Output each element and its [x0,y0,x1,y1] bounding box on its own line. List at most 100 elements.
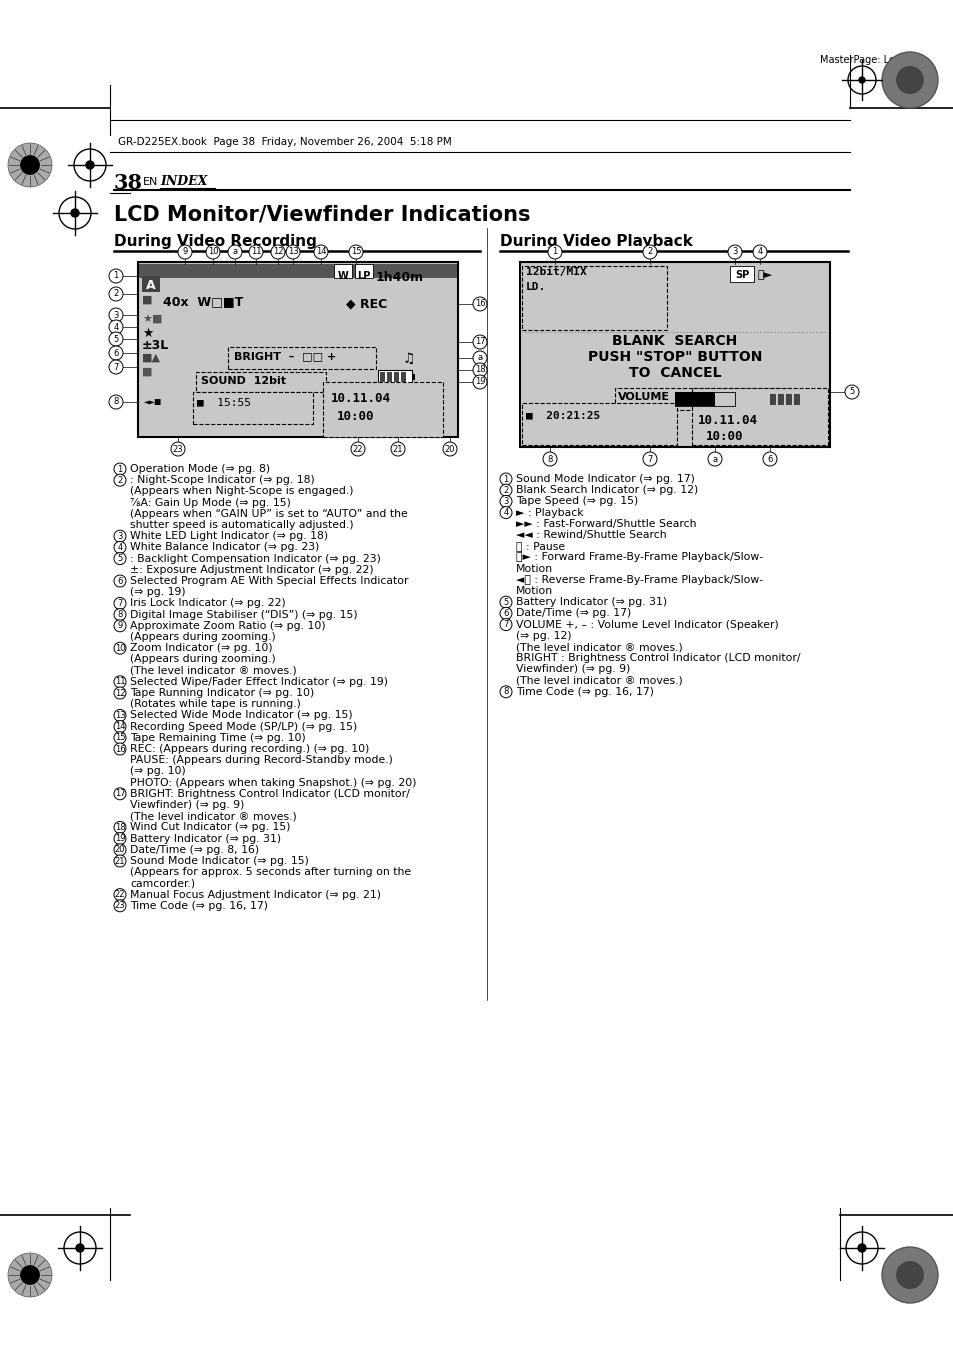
Text: 1: 1 [117,465,123,473]
Circle shape [109,346,123,359]
Text: BRIGHT  –  □□ +: BRIGHT – □□ + [233,351,335,361]
Text: Recording Speed Mode (SP/LP) (⇒ pg. 15): Recording Speed Mode (SP/LP) (⇒ pg. 15) [130,721,356,732]
Text: ⏭► : Forward Frame-By-Frame Playback/Slow-: ⏭► : Forward Frame-By-Frame Playback/Slo… [516,553,762,562]
Bar [615,388,789,409]
Circle shape [752,245,766,259]
Circle shape [391,442,405,457]
Circle shape [642,245,657,259]
Text: 3: 3 [113,311,118,319]
Bar [193,392,313,424]
Text: 5: 5 [848,388,854,396]
Circle shape [20,155,40,174]
Text: 2: 2 [647,247,652,257]
Text: SP: SP [734,270,748,280]
Text: PAUSE: (Appears during Record-Standby mode.): PAUSE: (Appears during Record-Standby mo… [130,755,393,765]
Text: (⇒ pg. 12): (⇒ pg. 12) [516,631,571,640]
Text: 2: 2 [113,289,118,299]
Text: W: W [337,272,348,281]
Text: 5: 5 [113,335,118,343]
Text: 2: 2 [117,476,123,485]
Text: Motion: Motion [516,586,553,596]
Text: VOLUME +, – : Volume Level Indicator (Speaker): VOLUME +, – : Volume Level Indicator (Sp… [516,620,778,630]
Circle shape [113,474,126,486]
Text: Approximate Zoom Ratio (⇒ pg. 10): Approximate Zoom Ratio (⇒ pg. 10) [130,621,325,631]
Text: 14: 14 [315,247,326,257]
Text: 10.11.04: 10.11.04 [698,413,758,427]
Text: Tape Speed (⇒ pg. 15): Tape Speed (⇒ pg. 15) [516,496,638,507]
Text: PUSH "STOP" BUTTON: PUSH "STOP" BUTTON [587,350,761,363]
Text: 9: 9 [182,247,188,257]
Text: ■: ■ [142,367,152,377]
Circle shape [113,720,126,732]
Text: 5: 5 [117,554,123,563]
Text: 38: 38 [113,173,143,193]
Circle shape [113,821,126,834]
Text: ■: ■ [142,295,152,305]
Circle shape [113,855,126,867]
Text: (⇒ pg. 19): (⇒ pg. 19) [130,588,186,597]
Text: 7: 7 [647,454,652,463]
Text: (Appears during zooming.): (Appears during zooming.) [130,654,275,665]
Text: ■  15:55: ■ 15:55 [196,397,251,407]
Bar [521,266,666,330]
Text: 12: 12 [114,689,125,697]
Text: LCD Monitor/Viewfinder Indications: LCD Monitor/Viewfinder Indications [113,205,530,226]
Text: Digital Image Stabiliser (“DIS”) (⇒ pg. 15): Digital Image Stabiliser (“DIS”) (⇒ pg. … [130,609,357,620]
Circle shape [113,832,126,844]
Text: 12: 12 [273,247,283,257]
Circle shape [86,161,94,169]
Text: 10: 10 [114,643,125,653]
Circle shape [113,732,126,744]
Bar [675,392,734,407]
Bar [729,266,753,282]
Text: 16: 16 [475,300,485,308]
Circle shape [113,889,126,901]
Circle shape [895,1260,923,1289]
Bar [142,276,160,292]
Text: EN: EN [143,177,158,186]
Circle shape [113,553,126,565]
Text: ■▲: ■▲ [142,353,161,363]
Text: 22: 22 [353,444,363,454]
Bar [521,403,677,444]
Text: ◄⏮ : Reverse Frame-By-Frame Playback/Slow-: ◄⏮ : Reverse Frame-By-Frame Playback/Slo… [516,574,762,585]
Text: During Video Playback: During Video Playback [499,234,692,249]
Text: GR-D225EX.book  Page 38  Friday, November 26, 2004  5:18 PM: GR-D225EX.book Page 38 Friday, November … [118,136,452,147]
Circle shape [271,245,285,259]
Bar [387,372,392,382]
Circle shape [109,269,123,282]
Text: 18: 18 [475,366,485,374]
Bar [412,374,415,380]
Circle shape [113,676,126,688]
Circle shape [109,394,123,409]
Text: 21: 21 [393,444,403,454]
Bar [377,370,412,384]
Text: BRIGHT: Brightness Control Indicator (LCD monitor/: BRIGHT: Brightness Control Indicator (LC… [130,789,410,798]
Text: : Night-Scope Indicator (⇒ pg. 18): : Night-Scope Indicator (⇒ pg. 18) [130,476,314,485]
Text: 10: 10 [208,247,218,257]
Text: Selected Wipe/Fader Effect Indicator (⇒ pg. 19): Selected Wipe/Fader Effect Indicator (⇒ … [130,677,388,686]
Bar [334,263,352,278]
Text: 4: 4 [117,543,123,553]
Text: 4: 4 [757,247,761,257]
Bar [323,382,442,436]
Text: 12bit/MIX: 12bit/MIX [525,267,586,277]
Text: ⅞A: Gain Up Mode (⇒ pg. 15): ⅞A: Gain Up Mode (⇒ pg. 15) [130,497,291,508]
Text: (The level indicator ® moves.): (The level indicator ® moves.) [516,676,682,685]
Text: ±3L: ±3L [142,339,169,353]
Circle shape [895,66,923,95]
Circle shape [499,484,512,496]
Circle shape [109,286,123,301]
Circle shape [882,1247,937,1302]
Circle shape [314,245,328,259]
Bar [228,347,375,369]
Circle shape [547,245,561,259]
Text: ►► : Fast-Forward/Shuttle Search: ►► : Fast-Forward/Shuttle Search [516,519,696,528]
Circle shape [857,1244,865,1252]
Text: VOLUME: VOLUME [618,392,669,403]
Text: 4: 4 [113,323,118,331]
Text: (Appears when “GAIN UP” is set to “AUTO” and the: (Appears when “GAIN UP” is set to “AUTO”… [130,509,407,519]
Text: Sound Mode Indicator (⇒ pg. 17): Sound Mode Indicator (⇒ pg. 17) [516,474,694,484]
Circle shape [113,900,126,912]
Bar [138,262,457,436]
